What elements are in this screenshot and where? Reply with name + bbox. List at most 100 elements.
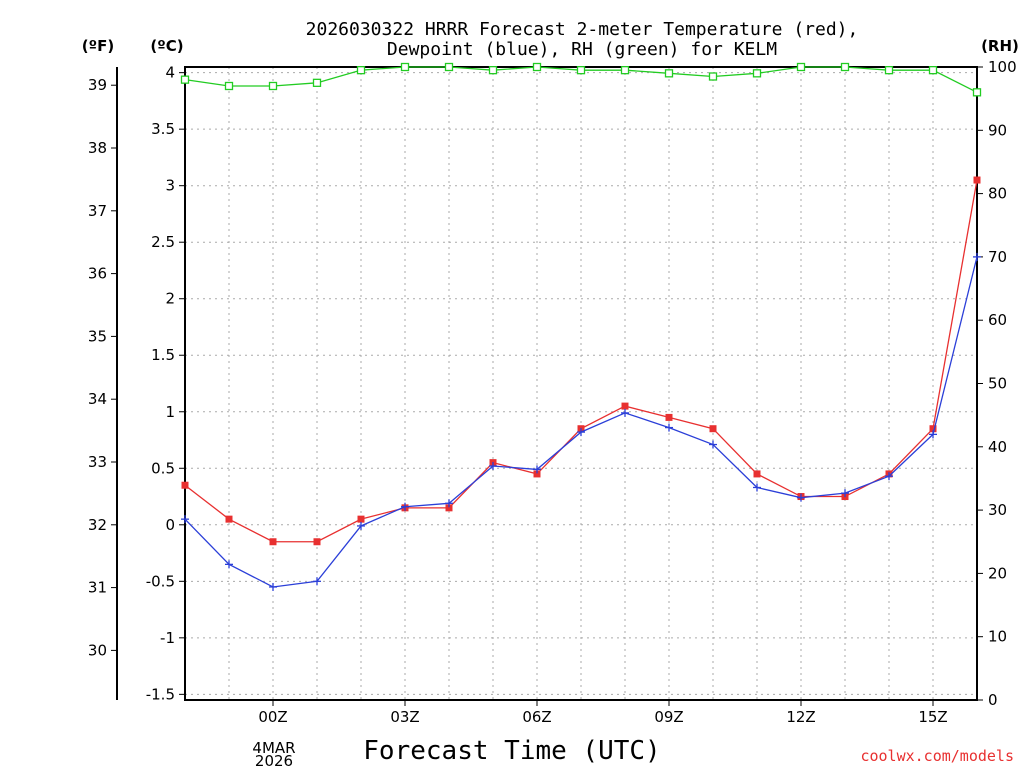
temperature-point [753,470,761,478]
x-tick-label: 06Z [522,708,551,726]
celsius-tick-label: 0 [165,516,175,534]
dewpoint-point [401,502,409,511]
temperature-point [313,538,321,546]
temperature-point [709,425,717,433]
rh-point [752,69,762,78]
rh-series [180,62,982,97]
fahrenheit-tick-label: 37 [88,202,107,220]
celsius-tick-label: -1 [160,629,175,647]
x-tick-label: 09Z [654,708,683,726]
dewpoint-point [181,515,189,524]
rh-point [268,81,278,91]
rh-tick-label: 0 [988,691,998,709]
rh-point [444,62,454,72]
chart-title-line2: Dewpoint (blue), RH (green) for KELM [387,39,777,60]
dewpoint-point [445,499,453,508]
plot-frame [184,66,978,701]
celsius-tick-label: 2 [165,290,175,308]
chart-title-line1: 2026030322 HRRR Forecast 2-meter Tempera… [306,19,859,40]
temperature-point [929,425,937,433]
dewpoint-point [973,252,981,261]
celsius-tick-label: 3 [165,177,175,195]
fahrenheit-tick-label: 39 [88,76,107,94]
rh-tick-label: 60 [988,311,1007,329]
celsius-tick-label: 2.5 [151,233,175,251]
data-series [180,62,982,591]
rh-point [708,72,718,81]
celsius-tick-label: -1.5 [146,685,175,703]
temperature-point [973,176,981,184]
rh-point [576,66,586,75]
fahrenheit-tick-label: 34 [88,390,107,408]
rh-point [488,66,498,75]
x-axis-label: Forecast Time (UTC) [363,736,660,766]
rh-point [840,62,850,72]
celsius-tick-label: 1.5 [151,346,175,364]
celsius-tick-label: 1 [165,403,175,421]
dewpoint-point [841,489,849,498]
rh-tick-label: 100 [988,58,1017,76]
rh-tick-label: 50 [988,375,1007,393]
fahrenheit-tick-label: 35 [88,327,107,345]
rh-point [224,81,234,91]
fahrenheit-tick-label: 31 [88,579,107,597]
dewpoint-point [797,493,805,502]
dewpoint-point [269,582,277,591]
dewpoint-point [929,430,937,439]
rh-point [356,66,366,75]
fahrenheit-tick-label: 36 [88,265,107,283]
dewpoint-point [313,577,321,586]
fahrenheit-tick-label: 30 [88,641,107,659]
rh-tick-label: 20 [988,564,1007,582]
fahrenheit-tick-label: 32 [88,516,107,534]
rh-point [312,78,322,87]
temperature-point [181,481,189,489]
dewpoint-point [665,423,673,432]
rh-tick-label: 30 [988,501,1007,519]
dewpoint-point [577,428,585,437]
rh-point [532,62,542,72]
celsius-tick-label: 4 [165,64,175,82]
grid-lines [185,67,977,700]
dewpoint-point [489,462,497,471]
celsius-tick-label: 3.5 [151,120,175,138]
tick-labels: -1.5 -1 -0.5 0 0.5 1 1.5 2 2.5 3 3.5 4 30 31 32 33 34 35 3… [88,58,1017,726]
x-tick-label: 12Z [786,708,815,726]
rh-point [884,66,894,75]
dewpoint-point [885,472,893,481]
rh-axis-unit: (RH) [981,37,1019,55]
rh-tick-label: 90 [988,121,1007,139]
x-tick-label: 00Z [258,708,287,726]
temperature-point [665,413,673,421]
dewpoint-series [181,252,981,591]
x-tick-label: 15Z [918,708,947,726]
temperature-series [181,176,981,546]
fahrenheit-axis-unit: (ºF) [82,37,114,55]
temperature-point [621,402,629,410]
temperature-point [269,538,277,546]
dewpoint-point [225,560,233,569]
dewpoint-point [621,408,629,417]
temperature-point [225,515,233,523]
rh-point [928,66,938,75]
rh-point [400,62,410,72]
celsius-tick-label: 0.5 [151,459,175,477]
rh-point [620,66,630,75]
axes [111,66,983,706]
rh-point [972,88,982,97]
celsius-tick-label: -0.5 [146,572,175,590]
date-label-year: 2026 [255,752,293,768]
dewpoint-point [357,521,365,530]
temperature-point [357,515,365,523]
celsius-axis-unit: (ºC) [150,37,183,55]
dewpoint-point [709,440,717,449]
rh-point [180,75,190,84]
rh-tick-label: 40 [988,438,1007,456]
rh-tick-label: 10 [988,628,1007,646]
date-label-month: 4MAR [252,739,295,757]
x-tick-label: 03Z [390,708,419,726]
dewpoint-point [753,483,761,492]
rh-point [664,69,674,78]
credit-link[interactable]: coolwx.com/models [860,747,1014,765]
